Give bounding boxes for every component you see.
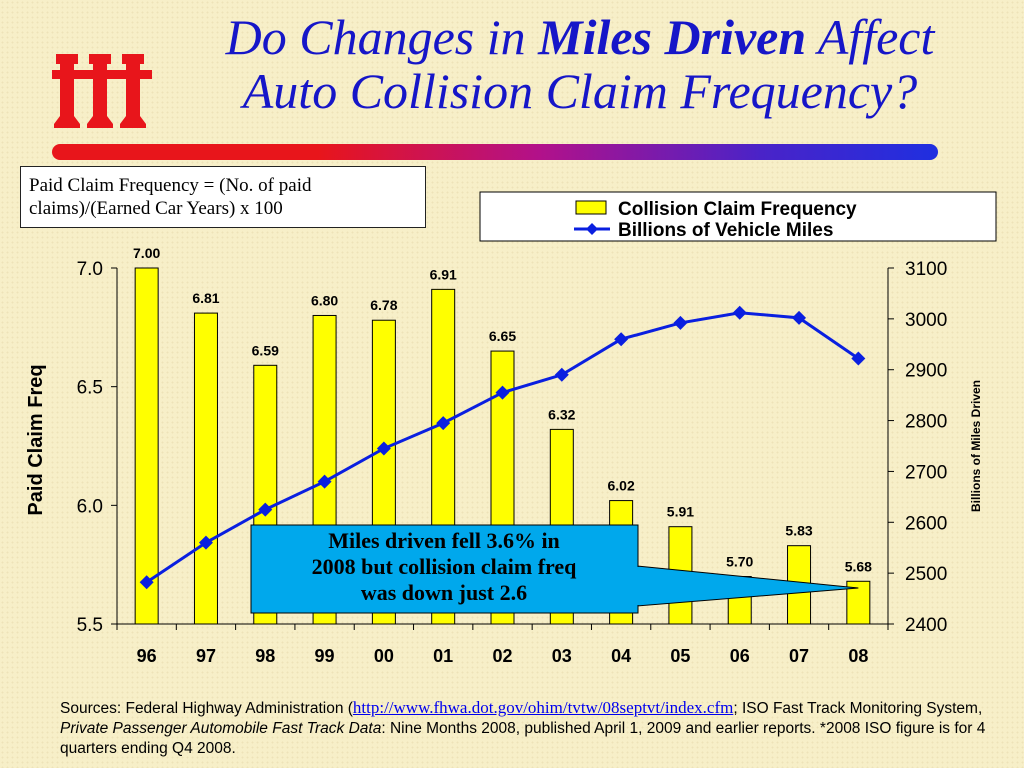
bar-data-label: 5.91 [667,504,694,520]
legend-label-line: Billions of Vehicle Miles [618,220,833,241]
title-line2: Auto Collision Claim Frequency? [242,63,918,119]
annotation-text-line: was down just 2.6 [361,580,527,605]
y-tick-label-right: 2900 [905,361,947,382]
x-tick-label: 06 [730,646,750,666]
bar-data-label: 5.83 [785,523,812,539]
legend-label-bar: Collision Claim Frequency [618,199,857,220]
bar-data-label: 6.80 [311,292,338,308]
x-tick-label: 98 [255,646,275,666]
miles-point [139,575,154,590]
sources-prefix: Sources: Federal Highway Administration … [60,700,353,717]
bar-data-label: 6.91 [430,266,457,282]
legend-swatch-bar [575,200,607,215]
x-tick-label: 00 [374,646,394,666]
miles-point [258,502,273,517]
title-underline-bar [52,144,938,160]
legend-box [479,191,997,242]
y-tick-label-right: 3100 [905,259,947,280]
y-tick-label-right: 2600 [905,513,947,534]
y-tick-label-left: 6.5 [77,378,103,399]
sources-suffix: : Nine Months 2008, published April 1, 2… [60,720,986,757]
bar-data-label: 6.32 [548,406,575,422]
page-title: Do Changes in Miles Driven Affect Auto C… [160,10,1000,118]
miles-point [317,474,332,489]
bar-data-label: 6.59 [252,342,279,358]
miles-point [792,310,807,325]
x-tick-label: 07 [789,646,809,666]
bar-data-label: 6.78 [370,297,397,313]
y-tick-label-left: 7.0 [77,259,103,280]
miles-point [198,535,213,550]
y-tick-label-right: 2400 [905,615,947,636]
miles-point [554,367,569,382]
annotation-box [250,524,639,614]
sources-italic: Private Passenger Automobile Fast Track … [60,720,382,737]
y-tick-label-right: 2500 [905,564,947,585]
bar-data-label: 6.81 [192,290,219,306]
annotation-text-line: Miles driven fell 3.6% in [328,528,560,553]
bar [193,312,218,625]
iii-logo [52,54,152,128]
x-tick-label: 03 [552,646,572,666]
y-tick-label-right: 2800 [905,412,947,433]
miles-point [614,332,629,347]
miles-point [673,315,688,330]
x-tick-label: 08 [848,646,868,666]
miles-point [732,305,747,320]
legend-swatch-marker [586,223,598,235]
formula-note: Paid Claim Frequency = (No. of paid clai… [20,166,426,228]
y-tick-label-left: 6.0 [77,496,103,517]
bar-data-label: 5.70 [726,554,753,570]
title-part1: Do Changes in [225,9,539,65]
x-tick-label: 02 [492,646,512,666]
x-tick-label: 97 [196,646,216,666]
bar-data-label: 5.68 [845,558,872,574]
x-tick-label: 01 [433,646,453,666]
bar-data-label: 6.02 [607,478,634,494]
sources-mid: ; ISO Fast Track Monitoring System, [733,700,983,717]
y-axis-title-left: Paid Claim Freq [25,364,47,515]
bar-data-label: 6.65 [489,328,516,344]
miles-point [376,441,391,456]
bar [134,267,159,625]
sources-link[interactable]: http://www.fhwa.dot.gov/ohim/tvtw/08sept… [352,698,734,717]
x-tick-label: 96 [137,646,157,666]
bar [846,580,871,625]
y-axis-title-right: Billions of Miles Driven [969,380,983,512]
miles-point [436,416,451,431]
sources-note: Sources: Federal Highway Administration … [60,698,1010,759]
y-tick-label-right: 2700 [905,462,947,483]
miles-point [851,351,866,366]
y-tick-label-right: 3000 [905,310,947,331]
x-tick-label: 99 [315,646,335,666]
title-bold: Miles Driven [538,9,807,65]
annotation-joint [636,567,640,605]
annotation-text-line: 2008 but collision claim freq [312,554,578,579]
title-part2: Affect [806,9,935,65]
x-tick-label: 05 [670,646,690,666]
x-tick-label: 04 [611,646,631,666]
miles-point [495,385,510,400]
bar-data-label: 7.00 [133,245,160,261]
y-tick-label-left: 5.5 [77,615,103,636]
